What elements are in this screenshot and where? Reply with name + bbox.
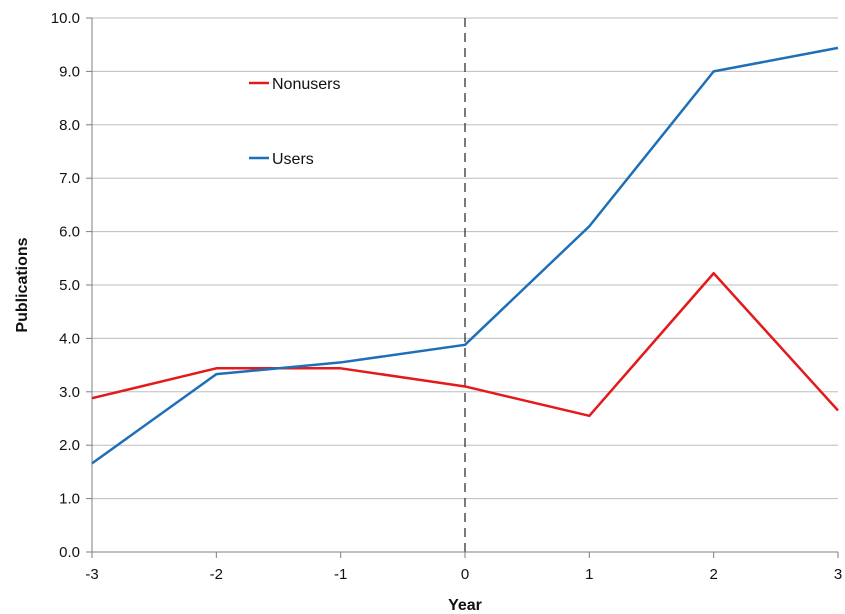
y-tick-label: 10.0 [51, 10, 80, 27]
y-axis-title: Publications [14, 237, 31, 332]
legend-label-users: Users [272, 151, 314, 168]
y-tick-label: 9.0 [59, 63, 80, 80]
tick-labels: 0.0 1.0 2.0 3.0 4.0 5.0 6.0 7.0 8.0 9.0 10.0 -3 -2 -1… [51, 10, 842, 583]
y-tick-label: 0.0 [59, 544, 80, 561]
x-tick-label: -1 [334, 566, 347, 583]
y-tick-label: 5.0 [59, 277, 80, 294]
x-tick-label: -2 [210, 566, 223, 583]
y-tick-label: 1.0 [59, 491, 80, 508]
x-axis-title: Year [448, 597, 482, 614]
x-tick-label: 1 [585, 566, 593, 583]
x-tick-label: 2 [709, 566, 717, 583]
y-tick-label: 2.0 [59, 437, 80, 454]
y-tick-label: 6.0 [59, 224, 80, 241]
y-tick-label: 4.0 [59, 330, 80, 347]
legend: Nonusers Users [249, 76, 340, 168]
x-tick-label: 3 [834, 566, 842, 583]
series-lines [91, 46, 839, 465]
series-line-users [91, 46, 839, 465]
series-line-nonusers [91, 272, 839, 418]
y-tick-label: 7.0 [59, 170, 80, 187]
x-tick-label: 0 [461, 566, 469, 583]
axes [86, 17, 839, 558]
y-tick-label: 3.0 [59, 384, 80, 401]
y-tick-label: 8.0 [59, 117, 80, 134]
x-tick-label: -3 [85, 566, 98, 583]
legend-label-nonusers: Nonusers [272, 76, 340, 93]
